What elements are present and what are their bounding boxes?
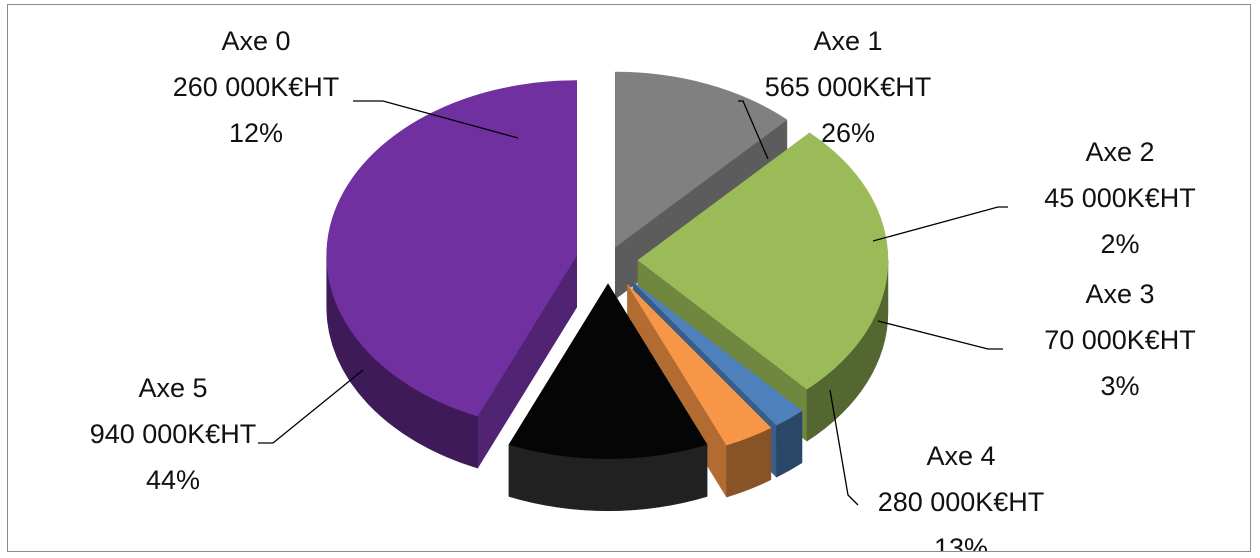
data-label-name-axe-2: Axe 2: [1085, 137, 1154, 167]
data-label-name-axe-5: Axe 5: [138, 373, 207, 403]
data-label-name-axe-4: Axe 4: [926, 441, 995, 471]
pie-chart: Axe 0 260 000K€HT 12% Axe 1 565 000K€HT 26% Ax…: [90, 26, 1196, 552]
chart-frame: Axe 0 260 000K€HT 12% Axe 1 565 000K€HT 26% Ax…: [7, 4, 1251, 552]
data-label-value-axe-1: 565 000K€HT: [765, 72, 932, 102]
slice-axe-2: [632, 281, 803, 426]
data-label-name-axe-3: Axe 3: [1085, 279, 1154, 309]
leader-line-axe-5: [258, 369, 364, 444]
slice-axe-5: [326, 80, 577, 417]
data-label-name-axe-0: Axe 0: [221, 26, 290, 56]
data-label-value-axe-4: 280 000K€HT: [878, 487, 1045, 517]
data-label-percent-axe-4: 13%: [934, 533, 988, 552]
data-label-percent-axe-2: 2%: [1100, 229, 1139, 259]
leader-line-axe-4: [829, 389, 859, 506]
data-labels: Axe 0 260 000K€HT 12% Axe 1 565 000K€HT 26% Ax…: [90, 26, 1196, 552]
data-label-percent-axe-5: 44%: [146, 465, 200, 495]
slice-axe-0: [615, 71, 788, 248]
slice-tops: [326, 71, 889, 460]
leader-line-axe-1: [738, 100, 769, 160]
leader-line-axe-0: [353, 100, 519, 139]
data-label-percent-axe-0: 12%: [229, 118, 283, 148]
data-label-value-axe-0: 260 000K€HT: [173, 72, 340, 102]
leader-line-axe-2: [872, 206, 1008, 242]
slice-axe-4: [508, 283, 708, 460]
data-label-percent-axe-3: 3%: [1100, 371, 1139, 401]
slice-axe-3: [627, 284, 772, 446]
data-label-value-axe-5: 940 000K€HT: [90, 419, 257, 449]
data-label-percent-axe-1: 26%: [821, 118, 875, 148]
leader-line-axe-3: [877, 320, 1003, 350]
slice-axe-1: [637, 132, 889, 390]
data-label-value-axe-3: 70 000K€HT: [1044, 325, 1196, 355]
leader-lines: [258, 100, 1008, 506]
data-label-value-axe-2: 45 000K€HT: [1044, 183, 1196, 213]
data-label-name-axe-1: Axe 1: [813, 26, 882, 56]
